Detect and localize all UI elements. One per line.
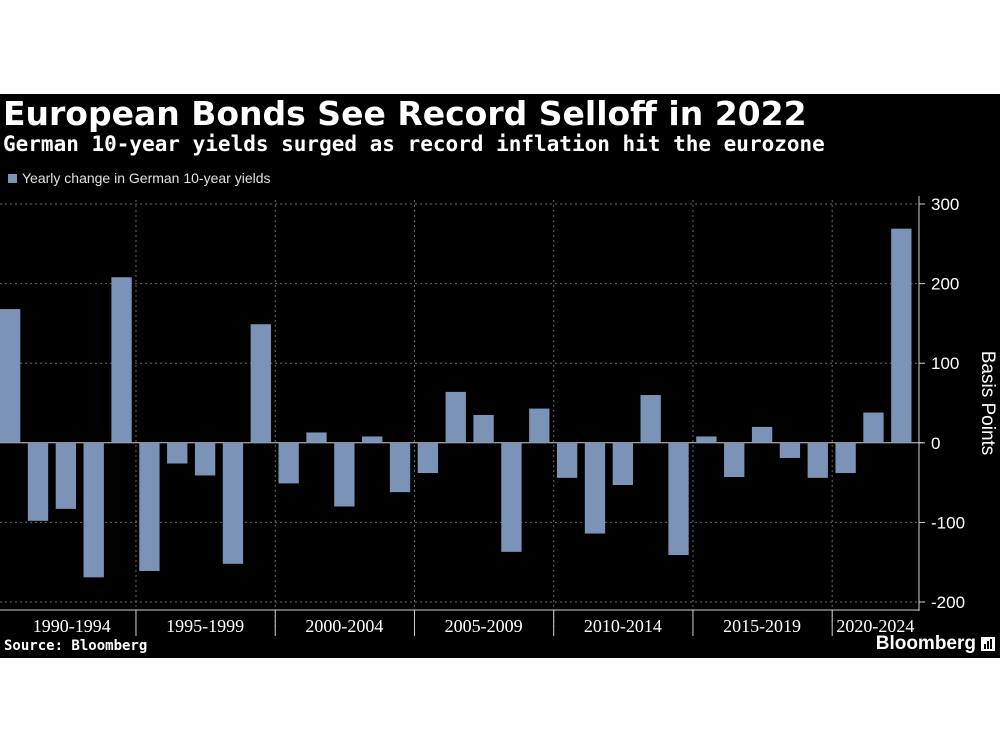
bar-2022 [891,228,912,443]
bar-2005 [417,442,439,474]
bar-1996 [167,442,188,464]
bar-2011 [584,442,606,534]
brand-name: Bloomberg [875,633,976,654]
bar-2015 [696,436,717,443]
legend-label: Yearly change in German 10-year yields [22,170,271,186]
y-axis-title: Basis Points [977,351,998,456]
x-group-label: 2000-2004 [305,616,383,636]
bar-2002 [334,442,355,507]
brand-logo: Bloomberg [876,633,995,655]
x-group-label: 2020-2024 [836,616,914,636]
bar-1990 [0,309,21,443]
bar-2009 [529,408,550,443]
x-group-label: 1990-1994 [33,616,111,636]
bar-2013 [640,395,661,443]
bar-chart: 300 200 100 0 -100 -200 Basis Points 1990-1994 1… [0,195,998,636]
bar-2006 [445,391,466,443]
bar-2000 [278,442,299,484]
x-group-label: 2005-2009 [445,616,523,636]
y-tick-label: -200 [931,593,965,612]
bar-2003 [362,436,383,443]
y-tick-label: -100 [931,513,965,532]
bar-2018 [779,442,801,458]
bar-1997 [194,442,216,476]
x-group-label: 2010-2014 [584,616,662,636]
source-note: Source: Bloomberg [4,638,148,654]
chart-title: European Bonds See Record Selloff in 202… [3,94,807,133]
bar-2012 [612,442,633,486]
legend-swatch [8,173,17,183]
bar-2016 [724,442,745,478]
x-group-label: 2015-2019 [723,616,801,636]
bar-2010 [556,442,578,478]
bar-1992 [55,442,77,509]
bar-2020 [835,442,856,474]
chart-subtitle: German 10-year yields surged as record i… [3,132,825,156]
bar-1994 [111,277,132,443]
bar-1999 [250,324,271,443]
bar-1998 [222,442,244,564]
chart-panel: European Bonds See Record Selloff in 202… [0,94,1000,658]
y-tick-label: 100 [931,354,959,373]
bar-1995 [139,442,160,571]
bar-2004 [389,442,411,493]
bar-2001 [306,432,327,443]
bar-2017 [751,426,773,443]
y-tick-label: 0 [931,434,940,453]
bar-1993 [83,442,104,578]
bar-2014 [668,442,689,556]
bar-2021 [863,412,884,443]
y-tick-label: 200 [931,275,959,294]
bar-1991 [27,442,49,521]
bloomberg-icon [981,637,995,651]
x-group-label: 1995-1999 [166,616,244,636]
legend: Yearly change in German 10-year yields [8,170,271,186]
bar-2008 [501,442,522,552]
y-tick-label: 300 [931,195,959,214]
bar-2019 [807,442,828,478]
bar-2007 [473,414,494,443]
